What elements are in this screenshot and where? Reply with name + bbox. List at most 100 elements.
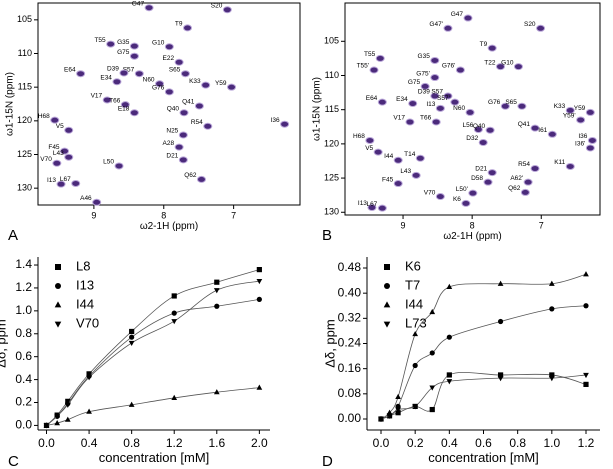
peak xyxy=(129,42,139,50)
peak-label: H68 xyxy=(38,113,50,120)
peak xyxy=(183,24,193,32)
marker xyxy=(171,319,178,325)
peak-label: E34 xyxy=(396,96,408,103)
marker xyxy=(256,296,262,302)
legend-label: K6 xyxy=(405,258,421,273)
peak-label: V17 xyxy=(91,93,103,100)
legend-marker xyxy=(384,264,390,270)
x-tick-label: 7 xyxy=(539,221,544,231)
peak xyxy=(201,81,211,89)
peak-label: Q62 xyxy=(184,172,197,179)
marker xyxy=(214,303,220,309)
x-tick-label: 1.2 xyxy=(578,436,595,450)
peak-label: G35 xyxy=(418,53,431,60)
peak-label: S65 xyxy=(505,99,517,106)
peak xyxy=(500,102,510,110)
peak-label: T55 xyxy=(94,37,106,44)
x-tick-label: 0.4 xyxy=(441,436,458,450)
fit-line xyxy=(380,372,587,420)
x-axis-label: concentration [mM] xyxy=(99,450,210,465)
marker xyxy=(54,414,61,420)
x-tick-label: 0.8 xyxy=(509,436,526,450)
peak-label: S57 xyxy=(431,89,443,96)
y-tick-label: 0.08 xyxy=(338,386,362,400)
peak-label: D21 xyxy=(475,165,487,172)
peak-label: N60 xyxy=(453,105,465,112)
peak-label: H68 xyxy=(353,133,365,140)
x-tick-label: 0.0 xyxy=(38,436,55,450)
legend-label: I44 xyxy=(76,296,94,311)
x-tick-label: 0.2 xyxy=(407,436,424,450)
y-axis-label: Δδ, ppm xyxy=(0,319,8,367)
marker xyxy=(583,372,589,379)
peak xyxy=(194,102,204,110)
peak xyxy=(585,144,595,152)
peak xyxy=(112,78,122,86)
peak xyxy=(155,80,165,88)
peak xyxy=(222,6,232,14)
peak-label: F45 xyxy=(48,144,60,151)
marker xyxy=(446,372,452,378)
peak-label: I13 xyxy=(426,101,435,108)
x-tick-label: 1.0 xyxy=(543,436,560,450)
peak-label: V5 xyxy=(56,123,64,130)
marker xyxy=(429,308,436,315)
marker xyxy=(256,384,263,390)
y-axis-label: ω1-15N (ppm) xyxy=(5,72,16,136)
peak-label: L67 xyxy=(60,176,71,183)
y-tick-label: 0.16 xyxy=(338,361,362,375)
legend-label: L73 xyxy=(405,315,427,330)
peak-label: Q40 xyxy=(473,123,486,130)
y-tick-label: 105 xyxy=(324,36,339,46)
y-tick-label: 110 xyxy=(18,48,32,58)
x-tick-label: 9 xyxy=(91,211,96,221)
peak xyxy=(435,104,445,112)
peak xyxy=(565,106,575,114)
legend-marker xyxy=(383,321,391,328)
peak-label: L67 xyxy=(366,201,377,208)
marker xyxy=(129,334,135,340)
y-tick-label: 115 xyxy=(18,82,32,92)
peak-label: K6 xyxy=(453,196,461,203)
peak xyxy=(365,136,375,144)
peak-label: G75' xyxy=(416,70,430,77)
x-tick-label: 0.8 xyxy=(123,436,140,450)
marker xyxy=(395,393,401,400)
marker xyxy=(54,420,61,426)
peak xyxy=(468,189,478,197)
peak xyxy=(430,56,440,64)
marker xyxy=(86,408,92,414)
legend-label: L8 xyxy=(76,258,90,273)
peak-label: G76 xyxy=(488,99,501,106)
marker xyxy=(256,278,263,285)
peak-label: T66 xyxy=(109,97,121,104)
peak-label: D32 xyxy=(466,135,478,142)
peak-label: N60 xyxy=(143,77,155,84)
peak-label: G76' xyxy=(442,63,456,70)
peak xyxy=(576,116,586,124)
peak xyxy=(227,83,237,91)
peak-label: A46 xyxy=(80,195,92,202)
peak-label: Q40 xyxy=(167,105,180,112)
peak-label: D21 xyxy=(166,153,178,160)
peak xyxy=(547,130,557,138)
peak xyxy=(530,124,540,132)
peak-label: G47' xyxy=(429,21,443,28)
peak-label: G75 xyxy=(408,79,421,86)
marker xyxy=(64,416,71,422)
peak xyxy=(465,108,475,116)
marker xyxy=(86,375,92,381)
peak xyxy=(178,131,188,139)
peak xyxy=(367,203,377,211)
legend-marker xyxy=(383,301,391,308)
marker xyxy=(128,401,135,407)
marker xyxy=(583,271,589,277)
peak xyxy=(461,199,471,207)
peak-label: Y59 xyxy=(574,105,586,112)
peak-label: G47 xyxy=(451,11,464,18)
marker xyxy=(548,376,555,382)
legend-label: V70 xyxy=(76,315,99,330)
peak-label: E64 xyxy=(366,95,378,102)
x-axis-label: concentration [mM] xyxy=(428,450,539,465)
marker xyxy=(214,279,220,285)
